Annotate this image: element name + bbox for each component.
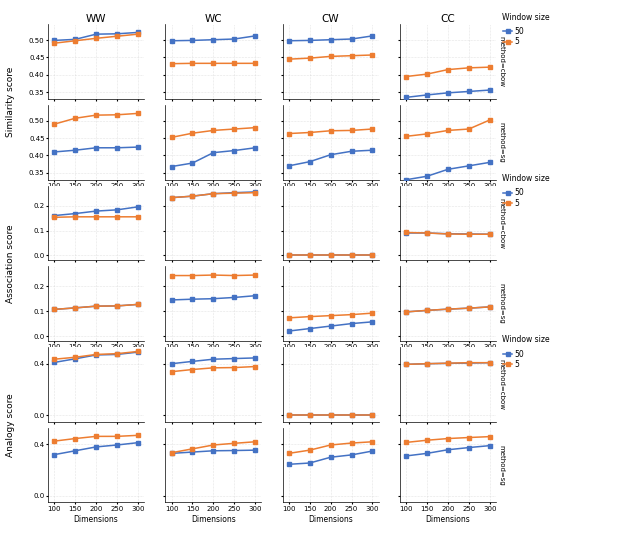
Legend: 50, 5: 50, 5 (503, 27, 524, 46)
Text: method=cbow: method=cbow (498, 359, 504, 410)
Title: CW: CW (322, 14, 339, 24)
Text: method=sg: method=sg (498, 445, 504, 485)
X-axis label: Dimensions: Dimensions (191, 353, 236, 362)
X-axis label: Dimensions: Dimensions (426, 353, 470, 362)
Text: method=cbow: method=cbow (498, 198, 504, 249)
X-axis label: Dimensions: Dimensions (74, 192, 118, 201)
Text: Analogy score: Analogy score (6, 393, 15, 457)
X-axis label: Dimensions: Dimensions (308, 515, 353, 523)
X-axis label: Dimensions: Dimensions (426, 192, 470, 201)
X-axis label: Dimensions: Dimensions (191, 192, 236, 201)
Text: Similarity score: Similarity score (6, 67, 15, 137)
Text: method=sg: method=sg (498, 122, 504, 163)
X-axis label: Dimensions: Dimensions (426, 515, 470, 523)
Legend: 50, 5: 50, 5 (503, 350, 524, 369)
Text: Window size: Window size (502, 174, 550, 183)
Text: method=cbow: method=cbow (498, 36, 504, 87)
X-axis label: Dimensions: Dimensions (74, 515, 118, 523)
Title: WC: WC (205, 14, 222, 24)
X-axis label: Dimensions: Dimensions (308, 192, 353, 201)
Title: WW: WW (86, 14, 106, 24)
Text: method=sg: method=sg (498, 283, 504, 324)
Text: Window size: Window size (502, 335, 550, 344)
X-axis label: Dimensions: Dimensions (74, 353, 118, 362)
Text: Association score: Association score (6, 224, 15, 302)
Title: CC: CC (440, 14, 455, 24)
Legend: 50, 5: 50, 5 (503, 188, 524, 207)
Text: Window size: Window size (502, 12, 550, 22)
X-axis label: Dimensions: Dimensions (191, 515, 236, 523)
X-axis label: Dimensions: Dimensions (308, 353, 353, 362)
